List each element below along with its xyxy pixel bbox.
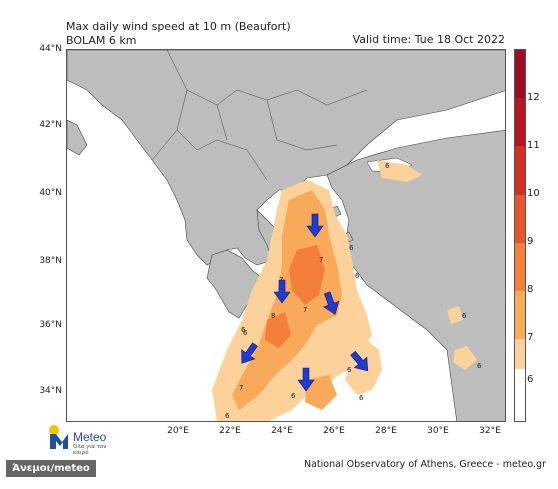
lon-tick: 28°E — [375, 426, 397, 436]
wind-label: 7 — [303, 306, 307, 314]
lat-tick: 34°N — [39, 386, 62, 396]
country-borders — [151, 50, 368, 181]
colorbar-bin — [515, 368, 525, 421]
title-line-1: Max daily wind speed at 10 m (Beaufort) — [66, 20, 291, 33]
colorbar-bin — [515, 339, 525, 369]
wind-label: 6 — [241, 326, 246, 334]
wind-arrow-icon — [323, 291, 340, 315]
logo-tagline: Όλα για τον καιρό — [73, 444, 107, 456]
wind-arrows — [241, 213, 369, 392]
title-line-2: BOLAM 6 km — [66, 34, 137, 47]
wind-label: 6 — [462, 312, 467, 320]
footer-credit: National Observatory of Athens, Greece -… — [303, 459, 546, 470]
wind-label: 6 — [225, 412, 230, 420]
wind-label: 6 — [349, 244, 354, 252]
lon-tick: 26°E — [323, 426, 345, 436]
colorbar-bin — [515, 146, 525, 195]
logo-name: Meteo — [73, 430, 107, 444]
lat-tick: 36°N — [39, 320, 62, 330]
wind-arrow-icon — [306, 213, 324, 238]
valid-time: Valid time: Tue 18 Oct 2022 — [352, 33, 505, 46]
colorbar-bin — [515, 291, 525, 340]
lon-tick: 24°E — [271, 426, 293, 436]
colorbar-label: 12 — [527, 92, 540, 103]
source-badge: Άνεμοι/meteo — [6, 460, 96, 477]
wind-label: 8 — [271, 312, 275, 320]
wind-label: 6 — [291, 392, 296, 400]
wind-arrow-icon — [273, 279, 291, 304]
lat-tick: 42°N — [39, 120, 62, 130]
map-panel: 6 6 6 6 6 6 6 6 7 7 7 7 8 6 6 6 — [66, 49, 506, 422]
wind-label: 6 — [477, 362, 482, 370]
wind-arrow-icon — [350, 350, 369, 372]
colorbar-label: 11 — [527, 140, 540, 151]
colorbar-bin — [515, 194, 525, 243]
colorbar-bin — [515, 50, 525, 99]
wind-label: 6 — [355, 272, 360, 280]
wind-arrow-icon — [297, 367, 315, 392]
colorbar-label: 6 — [527, 374, 534, 385]
wind-label: 7 — [319, 256, 323, 264]
colorbar — [514, 49, 526, 422]
lon-tick: 30°E — [427, 426, 449, 436]
lat-tick: 38°N — [39, 256, 62, 266]
meteo-logo-icon — [49, 425, 68, 449]
wind-field — [212, 160, 477, 421]
lat-tick: 44°N — [39, 44, 62, 54]
meteo-logo — [48, 424, 72, 454]
wind-label: 7 — [239, 384, 243, 392]
wind-label: 6 — [243, 329, 248, 337]
lat-tick: 40°N — [39, 188, 62, 198]
map-title: Max daily wind speed at 10 m (Beaufort) … — [66, 20, 291, 48]
colorbar-bin — [515, 242, 525, 292]
colorbar-label: 7 — [527, 332, 534, 343]
wind-label: 6 — [359, 394, 364, 402]
colorbar-bin — [515, 98, 525, 147]
map-svg: 6 6 6 6 6 6 6 6 7 7 7 7 8 6 6 6 — [67, 50, 505, 421]
colorbar-label: 9 — [527, 236, 534, 247]
wind-label: 6 — [385, 162, 390, 170]
colorbar-label: 8 — [527, 284, 534, 295]
colorbar-label: 10 — [527, 188, 540, 199]
lon-tick: 22°E — [219, 426, 241, 436]
lon-tick: 20°E — [167, 426, 189, 436]
wind-label: 6 — [347, 366, 352, 374]
lon-tick: 32°E — [479, 426, 501, 436]
wind-arrow-icon — [241, 342, 258, 364]
